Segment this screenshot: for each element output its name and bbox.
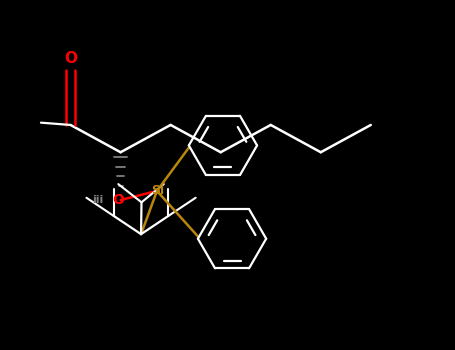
Text: iii: iii	[92, 195, 103, 204]
Text: O: O	[64, 51, 77, 66]
Text: O: O	[112, 193, 124, 206]
Text: Si: Si	[152, 184, 164, 197]
